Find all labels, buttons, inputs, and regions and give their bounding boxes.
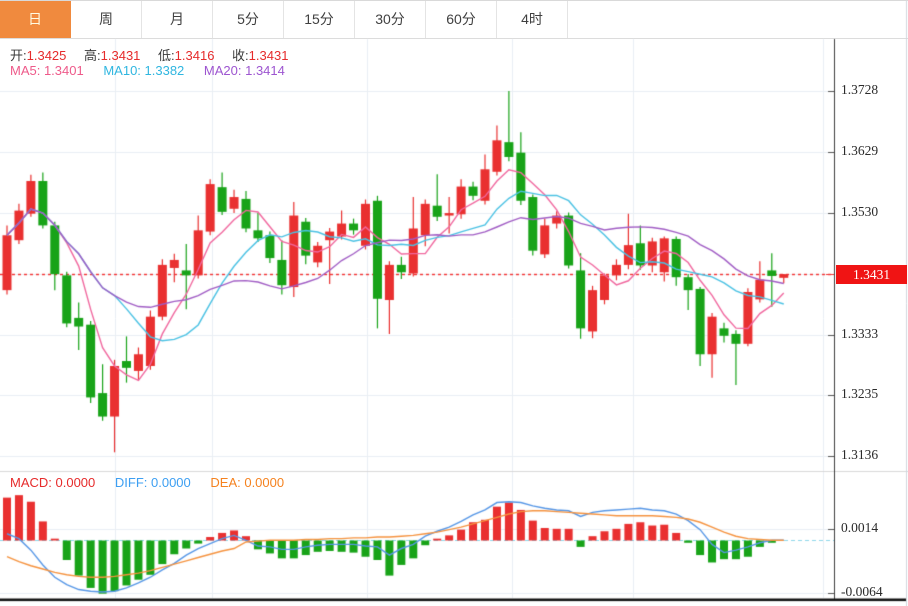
last-price-tag: 1.3431 — [836, 264, 907, 284]
macd-value: MACD: 0.0000 — [10, 475, 96, 490]
close-label: 收: — [232, 48, 249, 63]
macd-legend: MACD: 0.0000 DIFF: 0.0000 DEA: 0.0000 — [10, 475, 284, 490]
high-label: 高: — [84, 48, 101, 63]
diff-value: DIFF: 0.0000 — [114, 475, 191, 490]
price-axis-label: 1.3136 — [841, 447, 879, 462]
ma20-legend: MA20: 1.3414 — [203, 63, 285, 78]
price-axis-label: 1.3530 — [841, 204, 879, 220]
macd-axis-label: -0.0064 — [841, 583, 883, 599]
low-label: 低: — [158, 48, 175, 63]
price-axis-label: 1.3629 — [841, 143, 879, 159]
ma10-legend: MA10: 1.3382 — [103, 63, 185, 78]
dea-value: DEA: 0.0000 — [210, 475, 285, 490]
price-axis-label: 1.3235 — [841, 385, 879, 401]
open-value: 1.3425 — [26, 48, 67, 63]
low-value: 1.3416 — [174, 48, 215, 63]
close-value: 1.3431 — [248, 48, 289, 63]
high-value: 1.3431 — [100, 48, 141, 63]
ma5-legend: MA5: 1.3401 — [10, 63, 84, 78]
open-label: 开: — [10, 48, 27, 63]
macd-axis-label: 0.0014 — [841, 519, 879, 535]
ohlc-legend: 开:1.3425 高:1.3431 低:1.3416 收:1.3431 — [10, 45, 302, 64]
price-axis-label: 1.3728 — [841, 82, 879, 97]
ma-legend: MA5: 1.3401 MA10: 1.3382 MA20: 1.3414 — [10, 63, 285, 78]
price-axis-label: 1.3333 — [841, 325, 879, 341]
